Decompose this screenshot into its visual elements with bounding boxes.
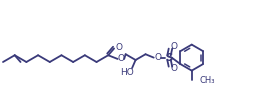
Text: O: O	[170, 64, 177, 73]
Text: O: O	[170, 42, 177, 51]
Text: S: S	[165, 53, 173, 63]
Text: O: O	[155, 53, 162, 62]
Text: O: O	[115, 43, 122, 52]
Text: HO: HO	[120, 68, 134, 77]
Text: CH₃: CH₃	[200, 76, 215, 85]
Text: O: O	[118, 54, 125, 63]
